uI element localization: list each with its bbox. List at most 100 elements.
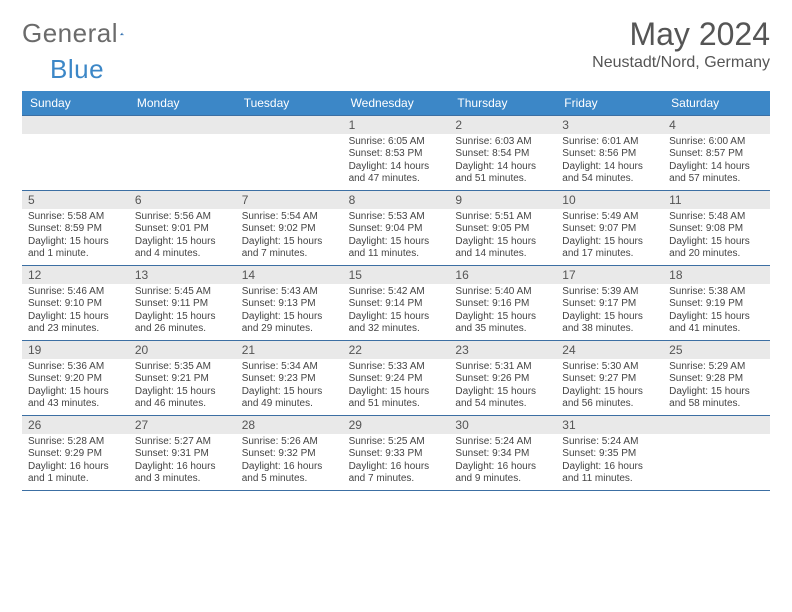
title-block: May 2024 Neustadt/Nord, Germany (592, 18, 770, 72)
day-line-sunrise: Sunrise: 5:49 AM (562, 211, 657, 224)
day-number: 16 (449, 266, 556, 284)
day-detail: Sunrise: 5:54 AMSunset: 9:02 PMDaylight:… (236, 209, 343, 265)
day-number: 9 (449, 191, 556, 209)
day-line-day1: Daylight: 16 hours (562, 461, 657, 474)
day-line-sunrise: Sunrise: 5:26 AM (242, 436, 337, 449)
day-line-sunset: Sunset: 9:32 PM (242, 448, 337, 461)
day-cell: 30Sunrise: 5:24 AMSunset: 9:34 PMDayligh… (449, 416, 556, 490)
day-number: 14 (236, 266, 343, 284)
day-cell: 13Sunrise: 5:45 AMSunset: 9:11 PMDayligh… (129, 266, 236, 340)
day-line-sunrise: Sunrise: 5:38 AM (669, 286, 764, 299)
day-line-day1: Daylight: 15 hours (135, 386, 230, 399)
day-cell: 26Sunrise: 5:28 AMSunset: 9:29 PMDayligh… (22, 416, 129, 490)
day-line-sunrise: Sunrise: 5:24 AM (455, 436, 550, 449)
weekday-fri: Friday (556, 91, 663, 115)
day-cell: 28Sunrise: 5:26 AMSunset: 9:32 PMDayligh… (236, 416, 343, 490)
day-detail: Sunrise: 5:25 AMSunset: 9:33 PMDaylight:… (343, 434, 450, 490)
day-line-sunset: Sunset: 9:01 PM (135, 223, 230, 236)
day-line-day1: Daylight: 15 hours (349, 311, 444, 324)
day-cell: 21Sunrise: 5:34 AMSunset: 9:23 PMDayligh… (236, 341, 343, 415)
day-detail: Sunrise: 5:35 AMSunset: 9:21 PMDaylight:… (129, 359, 236, 415)
day-cell: 9Sunrise: 5:51 AMSunset: 9:05 PMDaylight… (449, 191, 556, 265)
day-number: 1 (343, 116, 450, 134)
day-detail: Sunrise: 5:58 AMSunset: 8:59 PMDaylight:… (22, 209, 129, 265)
weekday-tue: Tuesday (236, 91, 343, 115)
day-line-day2: and 51 minutes. (349, 398, 444, 411)
day-line-sunset: Sunset: 9:20 PM (28, 373, 123, 386)
day-cell: 1Sunrise: 6:05 AMSunset: 8:53 PMDaylight… (343, 116, 450, 190)
day-line-day2: and 3 minutes. (135, 473, 230, 486)
day-line-sunrise: Sunrise: 5:54 AM (242, 211, 337, 224)
day-detail: Sunrise: 5:24 AMSunset: 9:34 PMDaylight:… (449, 434, 556, 490)
day-detail: Sunrise: 5:51 AMSunset: 9:05 PMDaylight:… (449, 209, 556, 265)
day-line-sunset: Sunset: 9:21 PM (135, 373, 230, 386)
day-line-day1: Daylight: 15 hours (242, 311, 337, 324)
day-number: 26 (22, 416, 129, 434)
day-line-sunrise: Sunrise: 5:42 AM (349, 286, 444, 299)
day-number: 29 (343, 416, 450, 434)
calendar-week-row: 1Sunrise: 6:05 AMSunset: 8:53 PMDaylight… (22, 116, 770, 191)
day-detail: Sunrise: 5:46 AMSunset: 9:10 PMDaylight:… (22, 284, 129, 340)
day-line-sunset: Sunset: 9:34 PM (455, 448, 550, 461)
calendar-week-row: 19Sunrise: 5:36 AMSunset: 9:20 PMDayligh… (22, 341, 770, 416)
day-line-sunrise: Sunrise: 5:35 AM (135, 361, 230, 374)
day-detail: Sunrise: 5:42 AMSunset: 9:14 PMDaylight:… (343, 284, 450, 340)
day-line-sunset: Sunset: 9:23 PM (242, 373, 337, 386)
day-line-sunset: Sunset: 8:54 PM (455, 148, 550, 161)
day-line-sunrise: Sunrise: 5:31 AM (455, 361, 550, 374)
day-detail: Sunrise: 6:00 AMSunset: 8:57 PMDaylight:… (663, 134, 770, 190)
day-line-day1: Daylight: 15 hours (349, 236, 444, 249)
day-detail: Sunrise: 5:24 AMSunset: 9:35 PMDaylight:… (556, 434, 663, 490)
day-detail: Sunrise: 5:38 AMSunset: 9:19 PMDaylight:… (663, 284, 770, 340)
day-cell-empty (22, 116, 129, 190)
day-cell: 8Sunrise: 5:53 AMSunset: 9:04 PMDaylight… (343, 191, 450, 265)
day-line-day1: Daylight: 14 hours (349, 161, 444, 174)
day-line-sunrise: Sunrise: 5:39 AM (562, 286, 657, 299)
day-line-sunset: Sunset: 9:04 PM (349, 223, 444, 236)
day-cell: 19Sunrise: 5:36 AMSunset: 9:20 PMDayligh… (22, 341, 129, 415)
day-line-sunset: Sunset: 9:33 PM (349, 448, 444, 461)
day-line-day2: and 47 minutes. (349, 173, 444, 186)
day-line-day2: and 17 minutes. (562, 248, 657, 261)
day-line-sunrise: Sunrise: 5:27 AM (135, 436, 230, 449)
day-cell-empty (129, 116, 236, 190)
day-cell: 2Sunrise: 6:03 AMSunset: 8:54 PMDaylight… (449, 116, 556, 190)
weekday-sat: Saturday (663, 91, 770, 115)
day-cell: 24Sunrise: 5:30 AMSunset: 9:27 PMDayligh… (556, 341, 663, 415)
day-line-day1: Daylight: 15 hours (28, 311, 123, 324)
day-detail: Sunrise: 5:36 AMSunset: 9:20 PMDaylight:… (22, 359, 129, 415)
day-number: 23 (449, 341, 556, 359)
day-cell: 14Sunrise: 5:43 AMSunset: 9:13 PMDayligh… (236, 266, 343, 340)
day-number: 7 (236, 191, 343, 209)
day-cell: 11Sunrise: 5:48 AMSunset: 9:08 PMDayligh… (663, 191, 770, 265)
day-number: 17 (556, 266, 663, 284)
day-line-day2: and 51 minutes. (455, 173, 550, 186)
day-number: 21 (236, 341, 343, 359)
day-detail: Sunrise: 5:28 AMSunset: 9:29 PMDaylight:… (22, 434, 129, 490)
calendar-body: 1Sunrise: 6:05 AMSunset: 8:53 PMDaylight… (22, 115, 770, 491)
day-line-sunrise: Sunrise: 5:30 AM (562, 361, 657, 374)
day-line-day1: Daylight: 14 hours (669, 161, 764, 174)
day-line-sunset: Sunset: 9:27 PM (562, 373, 657, 386)
day-line-day1: Daylight: 15 hours (135, 311, 230, 324)
day-number: 19 (22, 341, 129, 359)
day-line-sunset: Sunset: 9:08 PM (669, 223, 764, 236)
day-line-sunrise: Sunrise: 5:24 AM (562, 436, 657, 449)
page-title: May 2024 (592, 18, 770, 52)
day-number: 10 (556, 191, 663, 209)
day-detail: Sunrise: 5:30 AMSunset: 9:27 PMDaylight:… (556, 359, 663, 415)
logo-sail-icon (120, 25, 124, 43)
day-number (22, 116, 129, 134)
day-number: 22 (343, 341, 450, 359)
day-number: 6 (129, 191, 236, 209)
day-line-sunset: Sunset: 9:14 PM (349, 298, 444, 311)
day-line-sunset: Sunset: 9:05 PM (455, 223, 550, 236)
day-number: 15 (343, 266, 450, 284)
day-cell: 10Sunrise: 5:49 AMSunset: 9:07 PMDayligh… (556, 191, 663, 265)
day-line-day2: and 1 minute. (28, 248, 123, 261)
day-line-sunset: Sunset: 9:19 PM (669, 298, 764, 311)
day-line-day1: Daylight: 16 hours (455, 461, 550, 474)
day-line-sunrise: Sunrise: 5:40 AM (455, 286, 550, 299)
day-line-sunset: Sunset: 9:10 PM (28, 298, 123, 311)
day-cell: 5Sunrise: 5:58 AMSunset: 8:59 PMDaylight… (22, 191, 129, 265)
